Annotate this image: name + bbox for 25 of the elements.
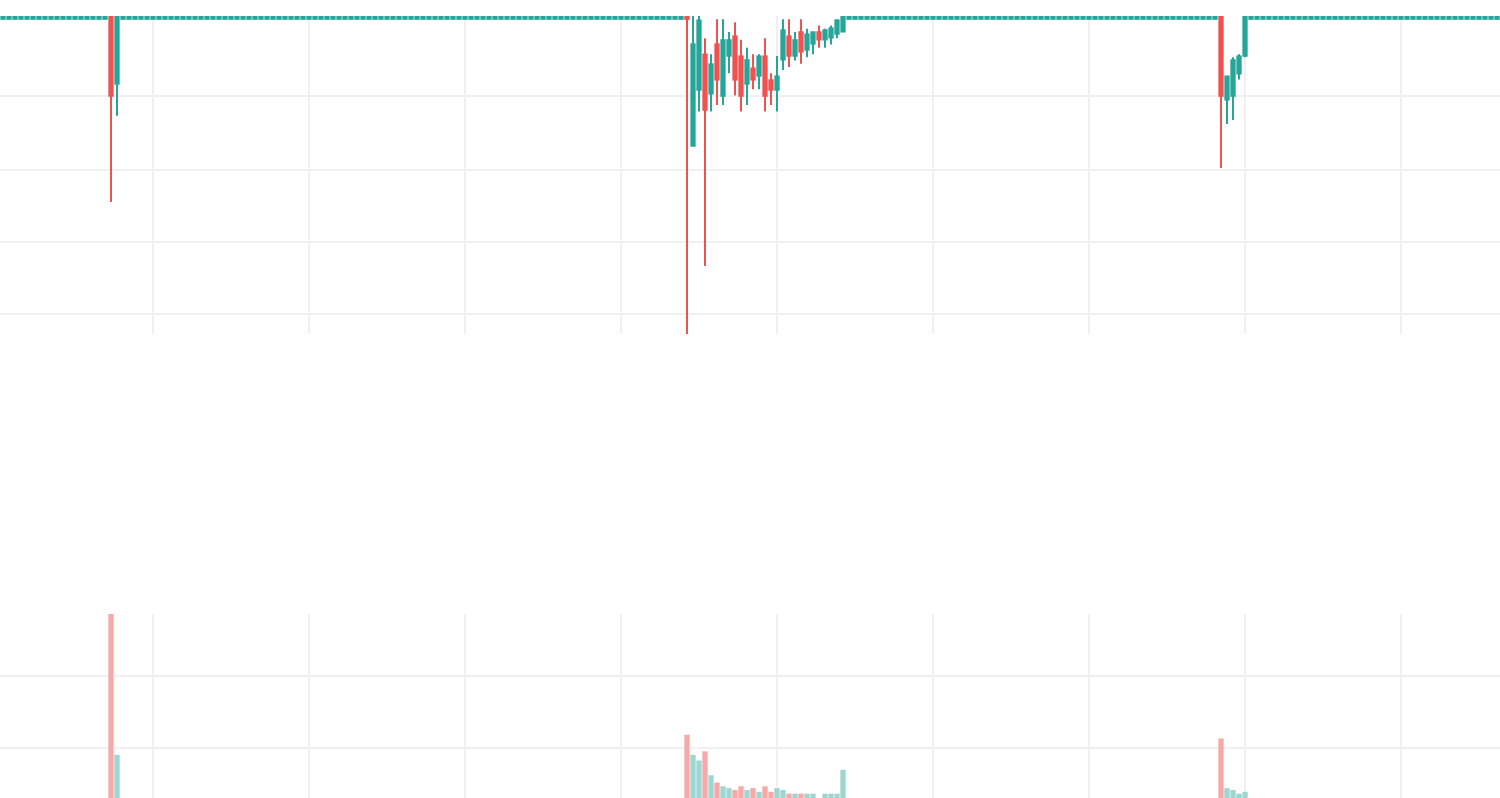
bar bbox=[114, 755, 120, 798]
bar bbox=[1224, 788, 1230, 798]
bar bbox=[744, 789, 750, 798]
bar bbox=[840, 769, 846, 798]
bar bbox=[750, 788, 756, 798]
bar bbox=[780, 789, 786, 798]
bar bbox=[108, 614, 114, 798]
bar bbox=[684, 734, 690, 798]
bar bbox=[690, 755, 696, 798]
bar bbox=[774, 788, 780, 798]
bar bbox=[768, 791, 774, 798]
bar bbox=[762, 786, 768, 798]
bar bbox=[756, 791, 762, 798]
bar bbox=[1218, 738, 1224, 798]
bar bbox=[1242, 791, 1248, 798]
bar bbox=[696, 760, 702, 798]
bar bbox=[732, 789, 738, 798]
bar bbox=[702, 751, 708, 798]
bar bbox=[738, 786, 744, 798]
candlestick bbox=[684, 16, 690, 334]
bar bbox=[714, 782, 720, 798]
bar bbox=[1230, 789, 1236, 798]
bar bbox=[720, 786, 726, 798]
bar bbox=[708, 775, 714, 798]
bar bbox=[726, 788, 732, 798]
